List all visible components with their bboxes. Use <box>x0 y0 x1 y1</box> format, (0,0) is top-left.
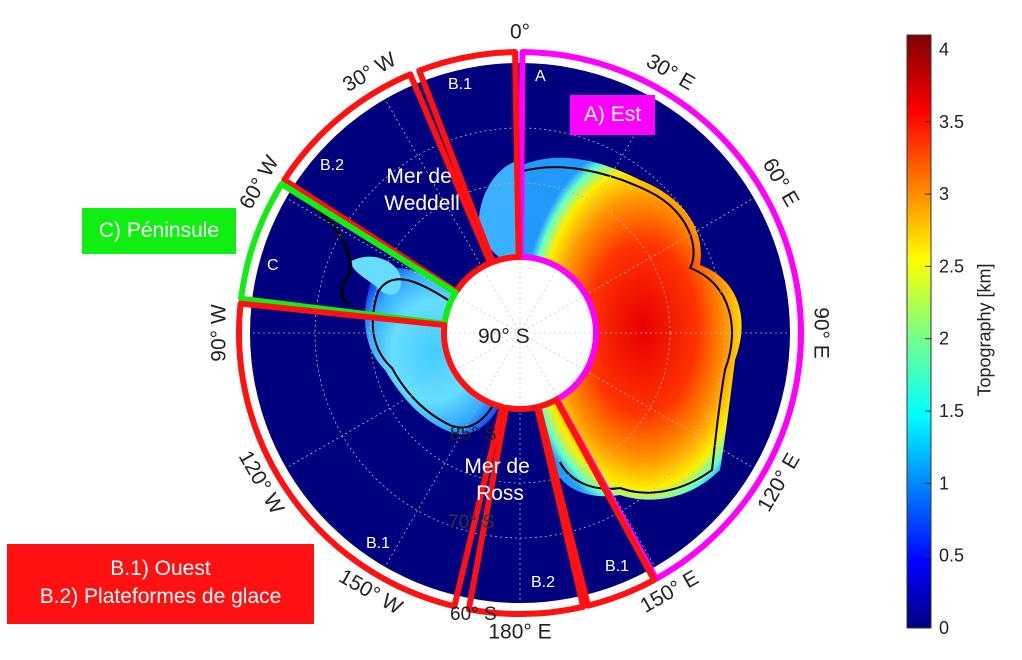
longitude-label: 30° E <box>642 50 698 96</box>
pole-meridian <box>523 295 586 332</box>
colorbar-tick-label: 3.5 <box>939 112 964 132</box>
sector-b1-weddell-outline <box>416 49 522 266</box>
sector-tag-b1-weddell: B.1 <box>448 76 472 93</box>
colorbar <box>906 34 932 629</box>
colorbar-tick-label: 2 <box>939 329 949 349</box>
colorbar-tick-label: 2.5 <box>939 256 964 276</box>
pole-meridian <box>482 336 519 399</box>
legend-peninsula-box: C) Péninsule <box>82 208 236 254</box>
colorbar-tick-label: 0 <box>939 618 949 638</box>
east-antarctica-land <box>521 157 742 500</box>
ross-sea-line-1: Mer de <box>464 455 529 478</box>
pole-meridian <box>454 295 517 332</box>
legend-east-box: A) Est <box>570 95 655 135</box>
colorbar-tick-label: 0.5 <box>939 546 964 566</box>
colorbar-ticks: 0 0.5 1 1.5 2 2.5 3 3.5 4 <box>925 39 964 638</box>
longitude-label: 30° W <box>339 48 400 97</box>
legend-ice-shelves-line: B.2) Plateformes de glace <box>39 585 282 608</box>
sector-tag-b1-ross-west: B.1 <box>366 535 390 552</box>
longitude-label: 90° E <box>809 307 832 359</box>
peninsula-land <box>350 256 401 295</box>
pole-meridian <box>454 334 517 371</box>
weddell-sea-line-2: Weddell <box>384 192 460 215</box>
pole-meridian <box>482 267 519 330</box>
pole-meridian <box>523 334 586 371</box>
longitude-label: 60° W <box>235 152 284 213</box>
region-outlines <box>236 49 804 617</box>
weddell-coast-land <box>479 160 520 258</box>
lat-label-60: 60° S <box>450 604 497 625</box>
sector-tag-b2-weddell: B.2 <box>320 157 344 174</box>
sector-a-outline <box>517 49 804 582</box>
sector-b1-ross-east-outline <box>535 396 658 609</box>
longitude-label: 180° E <box>488 621 551 644</box>
topography-layer <box>299 157 742 500</box>
legend-west-line: B.1) Ouest <box>110 557 211 580</box>
pole-meridian <box>521 336 558 399</box>
center-label: 90° S <box>478 325 530 348</box>
sector-b2-ross-outline <box>465 404 587 617</box>
colorbar-tick-label: 1.5 <box>939 401 964 421</box>
ross-sea-line-2: Ross <box>476 482 524 505</box>
west-antarctica-land <box>365 268 502 435</box>
sector-tag-c: C <box>267 257 279 274</box>
pole-hole <box>445 258 595 408</box>
coastline-peninsula <box>299 193 353 307</box>
coastline-east <box>519 166 733 494</box>
sector-tag-b1-ross-east: B.1 <box>605 558 629 575</box>
colorbar-tick-label: 3 <box>939 184 949 204</box>
sector-b2-weddell-outline <box>281 71 494 295</box>
lat-label-85: 85° S <box>450 424 497 445</box>
colorbar-title-text: Topography [km] <box>974 263 995 397</box>
colorbar-tick-label: 1 <box>939 473 949 493</box>
pole-meridian <box>521 267 558 330</box>
weddell-sea-label: Mer de Weddell <box>384 165 460 215</box>
sector-tag-a: A <box>535 68 546 85</box>
longitude-label: 90° W <box>208 304 231 362</box>
pole-lines <box>445 258 595 408</box>
longitude-label: 0° <box>510 21 530 44</box>
weddell-sea-line-1: Mer de <box>386 165 451 188</box>
legend-west-box: B.1) Ouest B.2) Plateformes de glace <box>7 544 314 624</box>
sector-tag-b2-ross: B.2 <box>531 574 555 591</box>
coastline-west <box>371 278 496 429</box>
longitude-label: 60° E <box>758 154 804 210</box>
lat-label-70: 70° S <box>448 512 495 533</box>
colorbar-tick-label: 4 <box>939 39 949 59</box>
ross-sea-label: Mer de Ross <box>464 455 535 505</box>
sector-c-outline <box>238 181 459 327</box>
sector-b1-west-outline <box>236 300 506 610</box>
